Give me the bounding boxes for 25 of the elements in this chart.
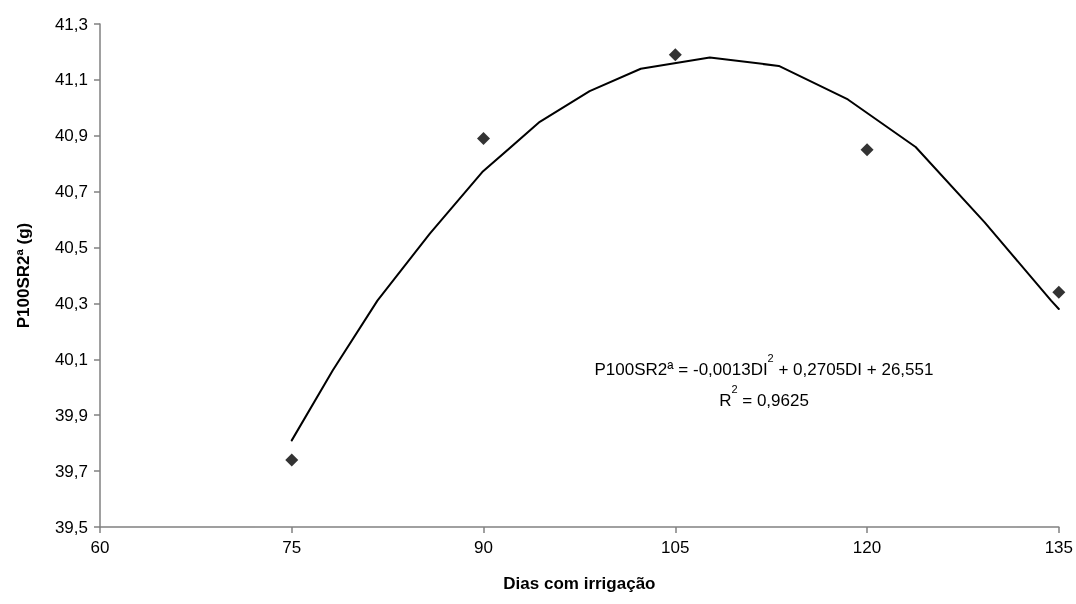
point [1052,285,1066,299]
x-tick-label: 60 [90,538,110,557]
x-tick-label: 105 [661,538,690,557]
annotation: P100SR2ª = -0,0013DI2 + 0,2705DI + 26,551 [594,351,934,379]
y-tick-label: 40,9 [54,126,88,146]
x-tick-label: 135 [1044,538,1074,557]
point [668,48,682,62]
x-tick-label: 75 [282,538,302,557]
x-tick-label: 120 [852,538,882,557]
point [477,132,491,146]
y-tick-label: 39,5 [54,517,88,537]
y-tick-label: 40,5 [54,238,88,258]
x-tick-label: 90 [474,538,493,557]
y-axis-title: P100SR2ª (g) [14,222,33,329]
annotation: R2 = 0,9625 [719,382,809,410]
point [860,143,874,157]
y-tick-label: 41,1 [54,70,88,90]
y-tick-label: 40,1 [54,349,88,369]
y-tick-label: 39,9 [54,405,88,425]
x-axis-title: Dias com irrigação [503,574,656,593]
y-tick-label: 41,3 [54,14,88,34]
y-tick-label: 40,3 [54,293,88,313]
y-tick-label: 39,7 [54,461,88,481]
y-tick-label: 40,7 [54,182,88,202]
point [285,453,299,467]
